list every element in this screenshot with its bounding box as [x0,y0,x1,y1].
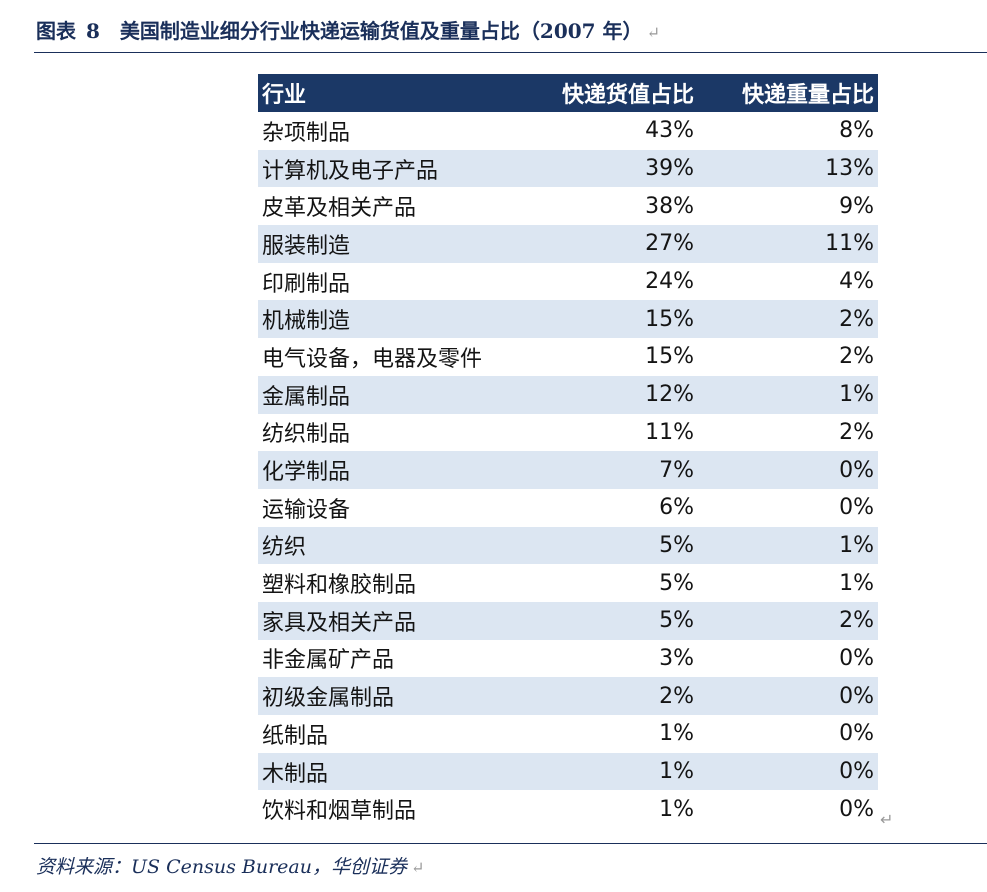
value-share-cell: 1% [659,721,694,747]
weight-share-cell: 1% [839,532,874,558]
value-share-cell: 1% [659,759,694,785]
table-row: 塑料和橡胶制品 5% 1% [258,564,878,602]
table-row: 机械制造 15% 2% [258,300,878,339]
table-row: 化学制品 7% 0% [258,451,878,489]
weight-share-cell: 2% [839,608,874,634]
industry-cell: 纺织 [262,535,307,561]
industry-cell: 皮革及相关产品 [262,196,417,222]
industry-cell: 印刷制品 [262,271,351,297]
weight-share-cell: 0% [839,457,874,483]
value-share-cell: 12% [645,382,694,408]
table-row: 电气设备，电器及零件 15% 2% [258,338,878,376]
industry-cell: 初级金属制品 [262,686,395,712]
industry-cell: 服装制造 [262,233,351,259]
value-share-cell: 38% [645,193,694,219]
industry-cell: 纺织制品 [262,422,351,448]
weight-share-cell: 0% [839,683,874,709]
column-header-weight-share: 快递重量占比 [741,83,874,108]
value-share-cell: 2% [659,683,694,709]
table-row: 初级金属制品 2% 0% [258,677,878,715]
table-row: 皮革及相关产品 38% 9% [258,187,878,225]
industry-cell: 杂项制品 [262,120,351,146]
industry-cell: 机械制造 [262,309,351,335]
table-row: 纺织 5% 1% [258,526,878,565]
weight-share-cell: 11% [825,231,874,257]
industry-cell: 非金属矿产品 [262,648,395,674]
weight-share-cell: 0% [839,721,874,747]
value-share-cell: 5% [659,532,694,558]
value-share-cell: 24% [645,269,694,295]
industry-cell: 电气设备，电器及零件 [262,346,483,372]
table-row: 运输设备 6% 0% [258,489,878,527]
weight-share-cell: 0% [839,495,874,521]
figure-number: 8 [86,19,100,43]
table-header-row: 行业 快递货值占比 快递重量占比 [258,74,878,112]
value-share-cell: 3% [659,645,694,671]
value-share-cell: 11% [645,419,694,445]
value-share-cell: 5% [659,608,694,634]
table-row: 计算机及电子产品 39% 13% [258,149,878,188]
value-share-cell: 1% [659,796,694,822]
column-header-value-share: 快递货值占比 [561,83,694,108]
return-mark-icon: ↵ [646,23,660,42]
industry-cell: 木制品 [262,761,329,787]
figure-title-text: 美国制造业细分行业快递运输货值及重量占比（2007 年） [119,19,643,43]
weight-share-cell: 2% [839,419,874,445]
table-row: 服装制造 27% 11% [258,225,878,263]
bottom-rule [34,843,987,844]
industry-share-table: 行业 快递货值占比 快递重量占比 杂项制品 43% 8% 计算机及电子产品 39% 13%… [258,74,878,828]
industry-cell: 家具及相关产品 [262,610,417,636]
value-share-cell: 43% [645,118,694,144]
table-row: 纸制品 1% 0% [258,715,878,753]
industry-cell: 金属制品 [262,384,351,410]
industry-cell: 塑料和橡胶制品 [262,573,417,599]
value-share-cell: 5% [659,570,694,596]
table-row: 印刷制品 24% 4% [258,263,878,301]
figure-title: 图表 8 美国制造业细分行业快递运输货值及重量占比（2007 年） ↵ [36,14,660,48]
data-table-container: 行业 快递货值占比 快递重量占比 杂项制品 43% 8% 计算机及电子产品 39% 13%… [258,74,893,829]
value-share-cell: 15% [645,306,694,332]
industry-cell: 运输设备 [262,497,351,523]
top-rule [34,52,987,53]
table-row: 木制品 1% 0% [258,752,878,791]
return-mark-icon: ↵ [410,858,425,877]
weight-share-cell: 8% [839,118,874,144]
weight-share-cell: 13% [825,156,874,182]
table-row: 杂项制品 43% 8% [258,112,878,150]
weight-share-cell: 1% [839,382,874,408]
industry-cell: 计算机及电子产品 [262,158,439,184]
weight-share-cell: 1% [839,570,874,596]
value-share-cell: 27% [645,231,694,257]
table-row: 家具及相关产品 5% 2% [258,601,878,640]
weight-share-cell: 0% [839,645,874,671]
table-row: 金属制品 12% 1% [258,375,878,414]
column-header-industry: 行业 [262,83,307,108]
value-share-cell: 7% [659,457,694,483]
source-note: 资料来源：US Census Bureau，华创证券 ↵ [36,852,424,879]
figure-label: 图表 [36,19,76,43]
table-row: 纺织制品 11% 2% [258,414,878,452]
weight-share-cell: 2% [839,344,874,370]
value-share-cell: 15% [645,344,694,370]
table-body: 杂项制品 43% 8% 计算机及电子产品 39% 13% 皮革及相关产品 38% 9% 服装制造 2… [258,112,878,828]
industry-cell: 饮料和烟草制品 [262,799,417,825]
industry-cell: 纸制品 [262,723,329,749]
weight-share-cell: 4% [839,269,874,295]
weight-share-cell: 2% [839,306,874,332]
row-end-mark-icon: ↵ [880,810,894,829]
table-row: 饮料和烟草制品 1% 0% [258,790,878,828]
weight-share-cell: 0% [839,759,874,785]
value-share-cell: 6% [659,495,694,521]
weight-share-cell: 0% [839,796,874,822]
industry-cell: 化学制品 [262,460,351,486]
weight-share-cell: 9% [839,193,874,219]
source-text: 资料来源：US Census Bureau，华创证券 [36,856,407,878]
value-share-cell: 39% [645,156,694,182]
table-row: 非金属矿产品 3% 0% [258,640,878,678]
